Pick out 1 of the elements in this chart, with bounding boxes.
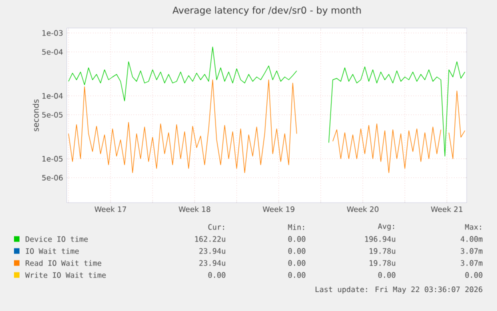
chart-title: Average latency for /dev/sr0 - by month xyxy=(172,6,361,16)
